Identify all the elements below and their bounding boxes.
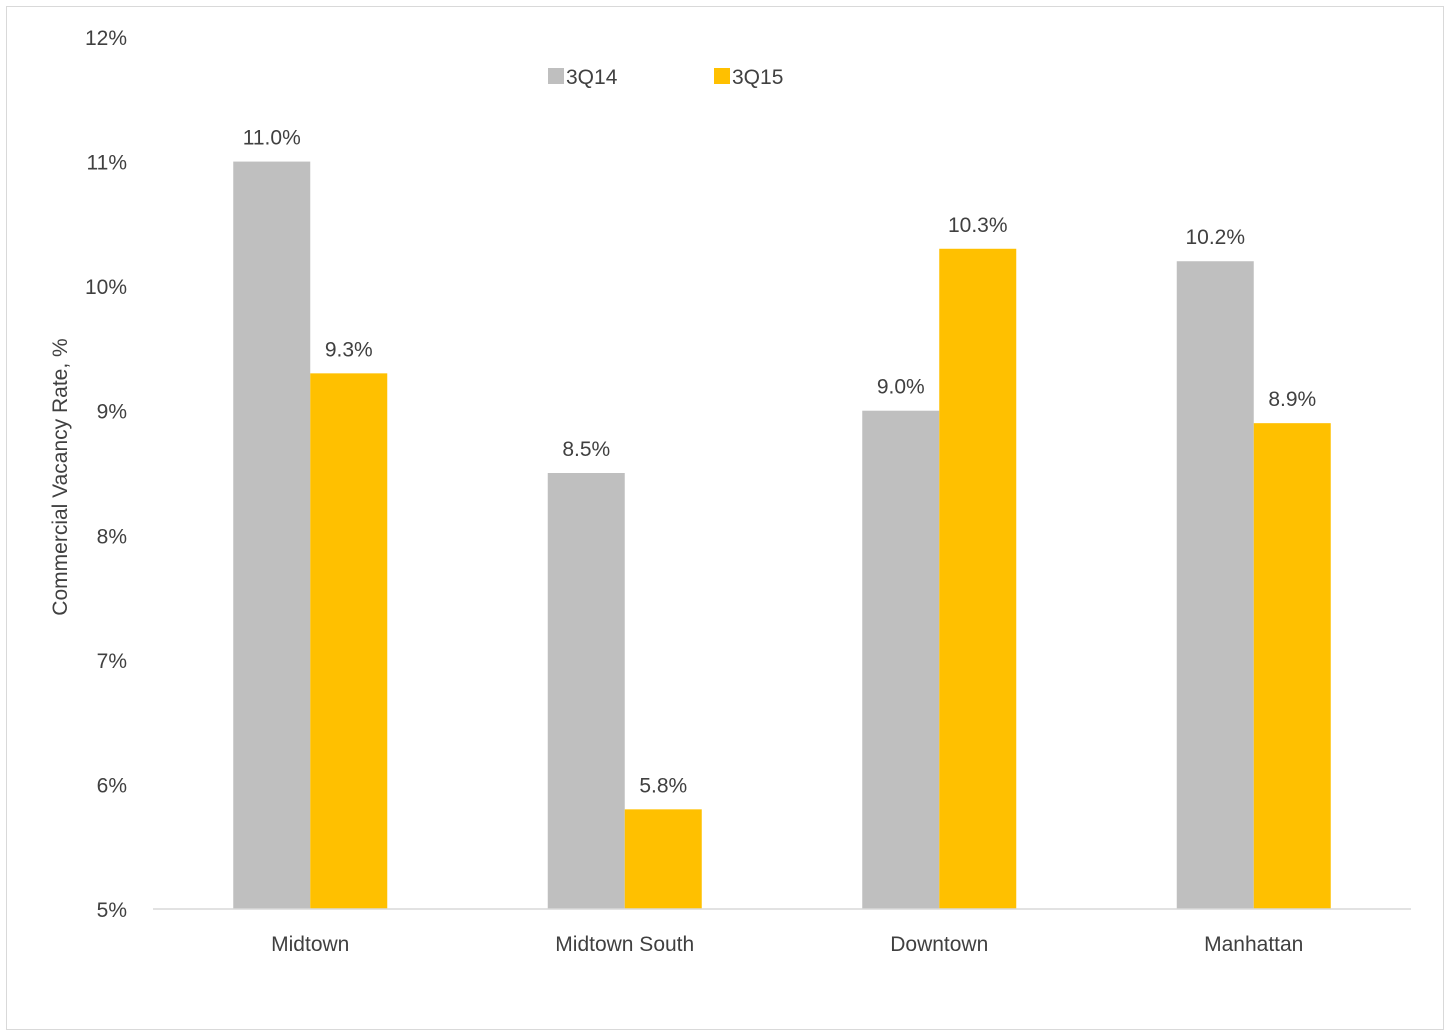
bar-3q14-midtown xyxy=(233,161,311,910)
x-tick-label: Midtown South xyxy=(555,933,694,956)
y-tick-label: 5% xyxy=(97,899,127,922)
y-axis: 5% 6% 7% 8% 9% 10% 11% 12% xyxy=(85,27,127,922)
y-tick-label: 6% xyxy=(97,774,127,797)
bar-3q15-manhattan xyxy=(1253,423,1331,909)
data-label: 9.0% xyxy=(877,376,925,399)
legend-label: 3Q15 xyxy=(732,66,783,89)
data-label: 8.5% xyxy=(562,438,610,461)
y-tick-label: 7% xyxy=(97,650,127,673)
y-tick-label: 11% xyxy=(87,152,127,175)
data-label: 11.0% xyxy=(243,127,301,150)
y-tick-label: 9% xyxy=(97,401,127,424)
bar-3q14-downtown xyxy=(862,410,940,909)
data-label: 5.8% xyxy=(639,774,687,797)
x-axis: Midtown Midtown South Downtown Manhattan xyxy=(153,908,1411,956)
bar-3q15-midtown xyxy=(310,373,388,909)
bar-chart: 3Q14 3Q15 5% 6% 7% 8% 9% 10% 11% 12% 11.0% 9.3% 8.… xyxy=(49,27,1411,956)
legend-swatch-3q15 xyxy=(714,68,730,84)
data-label: 10.2% xyxy=(1185,226,1245,249)
bar-3q15-downtown xyxy=(939,248,1017,909)
legend-swatch-3q14 xyxy=(548,68,564,84)
bar-3q14-midtown-south xyxy=(547,473,625,909)
bars: 11.0% 9.3% 8.5% 5.8% 9.0% 10.3% 10.2% 8.9% xyxy=(233,127,1331,910)
data-label: 9.3% xyxy=(325,338,373,361)
x-tick-label: Downtown xyxy=(890,933,988,956)
y-axis-title: Commercial Vacancy Rate, % xyxy=(49,338,72,615)
legend: 3Q14 3Q15 xyxy=(548,66,783,89)
legend-label: 3Q14 xyxy=(566,66,618,89)
x-tick-label: Midtown xyxy=(271,933,349,956)
x-tick-label: Manhattan xyxy=(1204,933,1303,956)
data-label: 8.9% xyxy=(1268,388,1316,411)
y-tick-label: 12% xyxy=(85,27,127,50)
chart-frame: 3Q14 3Q15 5% 6% 7% 8% 9% 10% 11% 12% 11.0% 9.3% 8.… xyxy=(6,6,1444,1030)
bar-3q14-manhattan xyxy=(1176,261,1254,909)
y-tick-label: 8% xyxy=(97,525,127,548)
data-label: 10.3% xyxy=(948,214,1008,237)
bar-3q15-midtown-south xyxy=(624,809,702,909)
y-tick-label: 10% xyxy=(85,276,127,299)
